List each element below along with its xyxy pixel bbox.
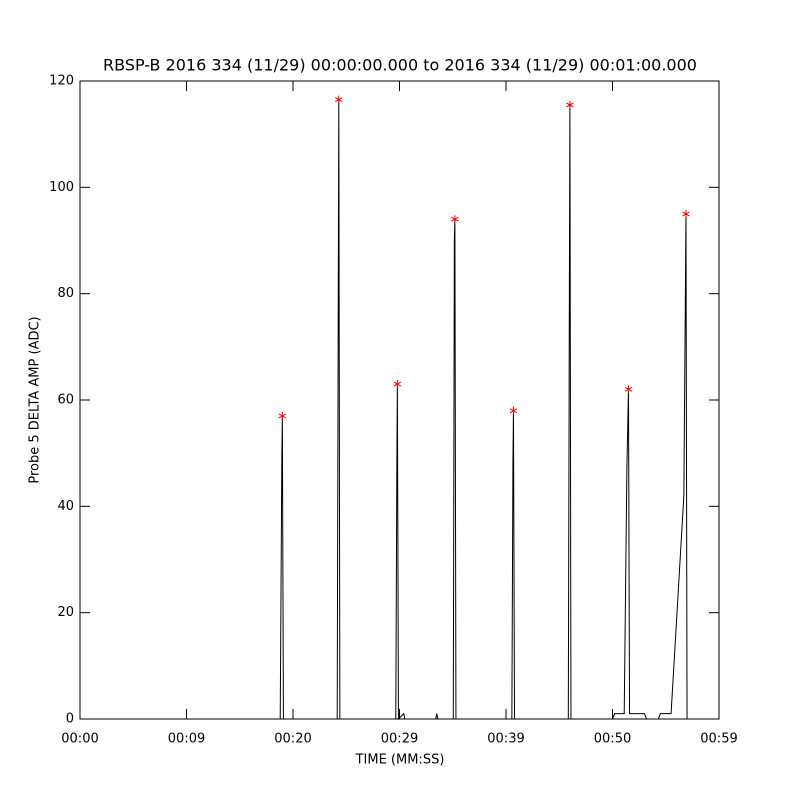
x-tick-label: 00:20 bbox=[274, 732, 311, 747]
y-tick-label: 100 bbox=[49, 180, 74, 195]
y-tick-label: 80 bbox=[57, 286, 74, 301]
peak-marker bbox=[451, 215, 459, 224]
peak-marker bbox=[335, 95, 343, 104]
y-tick-label: 20 bbox=[57, 605, 74, 620]
x-axis-label: TIME (MM:SS) bbox=[355, 753, 445, 768]
y-axis-label: Probe 5 DELTA AMP (ADC) bbox=[28, 316, 43, 483]
data-line bbox=[80, 99, 719, 721]
x-tick-label: 00:29 bbox=[381, 732, 418, 747]
peak-marker bbox=[509, 406, 518, 415]
y-tick-label: 120 bbox=[49, 74, 74, 89]
y-tick-label: 60 bbox=[57, 393, 74, 408]
peak-marker bbox=[624, 385, 633, 394]
x-tick-label: 00:09 bbox=[168, 732, 205, 747]
y-tick-label: 0 bbox=[66, 712, 74, 727]
plot-frame bbox=[79, 80, 720, 720]
peak-marker bbox=[278, 411, 287, 420]
x-tick-label: 00:59 bbox=[700, 732, 737, 747]
y-tick-label: 40 bbox=[57, 499, 74, 514]
x-tick-label: 00:39 bbox=[487, 732, 524, 747]
peak-marker bbox=[393, 380, 402, 389]
chart-title: RBSP-B 2016 334 (11/29) 00:00:00.000 to … bbox=[103, 56, 697, 75]
peak-marker bbox=[682, 209, 690, 218]
peak-marker bbox=[566, 100, 574, 109]
x-tick-label: 00:50 bbox=[594, 732, 631, 747]
x-tick-label: 00:00 bbox=[61, 732, 98, 747]
